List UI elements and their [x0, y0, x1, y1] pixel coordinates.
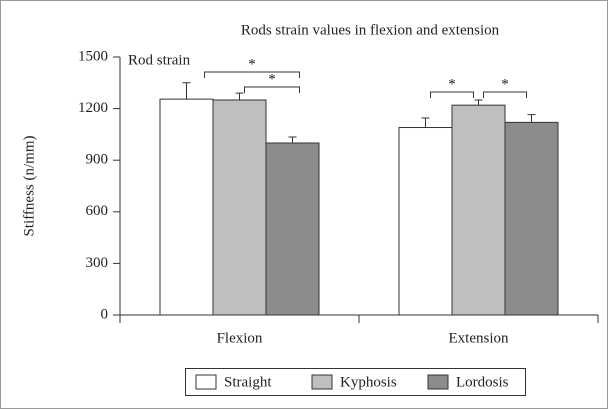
y-tick-label: 1200	[78, 100, 108, 116]
legend-swatch	[427, 374, 449, 390]
x-tick-label: Flexion	[217, 330, 263, 346]
error-bar	[527, 114, 536, 123]
y-tick-label: 0	[101, 306, 109, 322]
legend-label: Kyphosis	[340, 374, 397, 390]
y-tick-label: 900	[86, 152, 109, 168]
legend	[185, 368, 526, 396]
legend-swatch	[311, 374, 333, 390]
bar	[451, 104, 506, 316]
error-bar	[235, 92, 244, 100]
y-tick-label: 1500	[78, 48, 108, 64]
significance-bracket	[244, 86, 300, 93]
error-bar	[421, 117, 430, 128]
significance-label: *	[248, 56, 256, 72]
error-bar	[288, 136, 297, 143]
significance-bracket	[483, 91, 527, 98]
chart-title: Rods strain values in flexion and extens…	[241, 22, 500, 38]
bar	[159, 98, 214, 316]
significance-label: *	[448, 76, 456, 92]
y-tick-label: 300	[86, 255, 109, 271]
legend-label: Straight	[224, 374, 272, 390]
significance-bracket	[430, 91, 474, 98]
y-tick-label: 600	[86, 203, 109, 219]
legend-swatch	[195, 374, 217, 390]
error-bar	[182, 82, 191, 100]
bar	[398, 127, 453, 316]
significance-label: *	[268, 71, 276, 87]
significance-bracket	[204, 71, 300, 78]
annotation: Rod strain	[128, 52, 191, 68]
bar	[212, 99, 267, 316]
x-tick-label: Extension	[449, 330, 509, 346]
legend-label: Lordosis	[456, 374, 509, 390]
bar	[265, 142, 320, 316]
significance-label: *	[501, 76, 509, 92]
bar	[504, 121, 559, 316]
error-bar	[474, 99, 483, 106]
y-axis-label: Stiffness (n/mm)	[21, 136, 37, 237]
